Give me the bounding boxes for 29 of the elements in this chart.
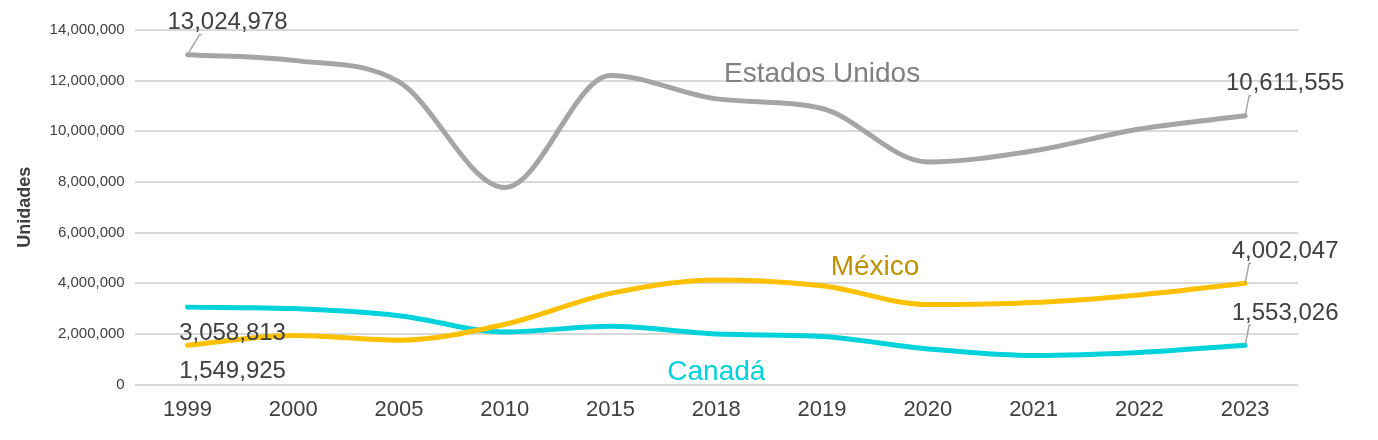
data-label: 3,058,813 <box>179 317 286 345</box>
y-tick-label: 12,000,000 <box>49 70 125 88</box>
x-tick-label: 2019 <box>797 395 847 421</box>
x-tick-label: 2015 <box>586 395 636 421</box>
x-tick-label: 2005 <box>374 395 424 421</box>
y-axis-title: Unidades <box>13 166 34 248</box>
y-tick-label: 2,000,000 <box>57 324 125 342</box>
x-tick-label: 1999 <box>163 395 213 421</box>
x-tick-label: 2000 <box>268 395 318 421</box>
y-tick-label: 6,000,000 <box>57 222 125 240</box>
y-tick-label: 4,000,000 <box>57 273 125 291</box>
x-tick-label: 2020 <box>903 395 953 421</box>
data-label: 4,002,047 <box>1231 235 1339 263</box>
series-label: Canadá <box>667 354 766 386</box>
data-label: 1,553,026 <box>1231 297 1339 325</box>
x-tick-label: 2021 <box>1009 395 1059 421</box>
data-label: 1,549,925 <box>179 355 286 383</box>
x-tick-label: 2018 <box>691 395 741 421</box>
x-tick-label: 2010 <box>480 395 530 421</box>
y-tick-label: 10,000,000 <box>49 121 125 139</box>
y-tick-label: 14,000,000 <box>49 20 125 38</box>
x-tick-label: 2023 <box>1220 395 1270 421</box>
x-tick-label: 2022 <box>1114 395 1164 421</box>
data-label: 13,024,978 <box>167 7 288 35</box>
data-label: 10,611,555 <box>1225 68 1345 96</box>
y-tick-label: 8,000,000 <box>57 172 125 190</box>
series-label: México <box>830 249 920 281</box>
series-label: Estados Unidos <box>724 57 921 89</box>
y-tick-label: 0 <box>116 374 125 392</box>
